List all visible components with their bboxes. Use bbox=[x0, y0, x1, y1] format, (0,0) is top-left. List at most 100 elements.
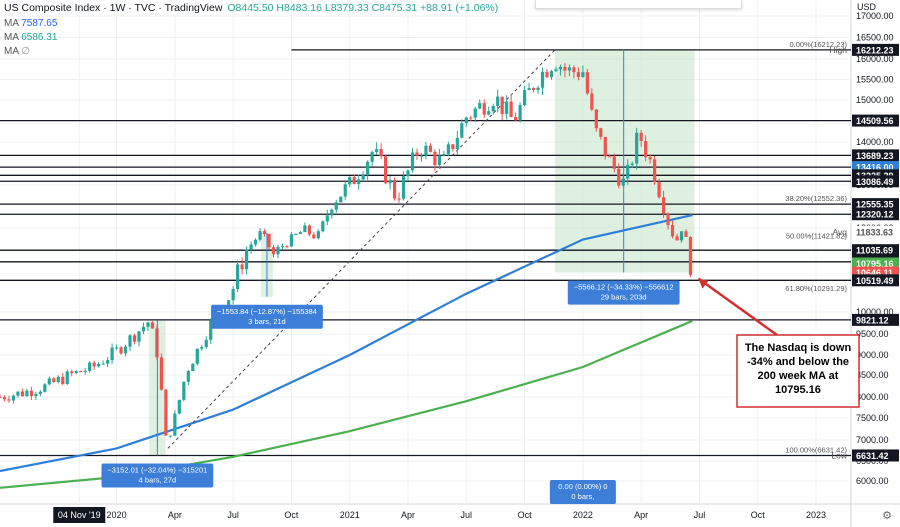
measure-box-line1: 0.00 (0.00%) 0 bbox=[558, 482, 607, 491]
candle-body bbox=[661, 197, 666, 214]
candle-body bbox=[370, 152, 374, 162]
ma-legend-1[interactable]: MA 7587.65 bbox=[4, 18, 57, 29]
candle bbox=[262, 228, 267, 237]
fib-label: 100.00%(6631.42) bbox=[785, 445, 847, 454]
candle bbox=[11, 394, 16, 404]
candle-body bbox=[110, 347, 114, 361]
top-panel-edge bbox=[535, 0, 742, 9]
time-tick-label: Apr bbox=[168, 510, 182, 520]
grid-lines bbox=[0, 0, 851, 504]
candle bbox=[43, 383, 47, 393]
candle-body bbox=[65, 371, 69, 384]
candle bbox=[419, 152, 424, 162]
annotation-arrow-line bbox=[697, 277, 778, 337]
candle-body bbox=[406, 170, 410, 177]
candle bbox=[101, 360, 105, 365]
candle bbox=[455, 130, 459, 155]
candle-body bbox=[558, 66, 563, 70]
price-axis-label-bg bbox=[852, 313, 899, 326]
candle bbox=[594, 108, 598, 132]
candle-body bbox=[540, 71, 545, 88]
candle bbox=[460, 119, 464, 139]
candle bbox=[106, 356, 110, 368]
candle-body bbox=[361, 174, 365, 180]
price-axis-tag: High bbox=[830, 45, 848, 55]
measure-box-bg bbox=[549, 480, 616, 504]
candle-body bbox=[271, 247, 276, 255]
candle bbox=[307, 224, 311, 237]
candle-body bbox=[137, 331, 141, 342]
time-cursor-label: 04 Nov '19 bbox=[58, 510, 101, 520]
candle-body bbox=[630, 163, 634, 165]
candle-body bbox=[146, 322, 150, 327]
annotation-text-line: 200 week MA at bbox=[758, 370, 839, 382]
candle bbox=[361, 171, 365, 182]
candle bbox=[249, 241, 253, 254]
ma-legend-3[interactable]: MA ∅ bbox=[4, 46, 30, 57]
measure-box-line1: −3152.01 (−32.04%) −315201 bbox=[107, 465, 207, 474]
ohlc-readout: O8445.50 H8483.16 L8379.33 C8475.31 +88.… bbox=[227, 2, 499, 14]
candle-body bbox=[11, 395, 16, 401]
candle bbox=[383, 154, 388, 185]
candle-body bbox=[487, 111, 491, 115]
candle-body bbox=[424, 145, 428, 156]
ma-label: MA bbox=[4, 46, 19, 57]
candle bbox=[500, 96, 504, 121]
candle-body bbox=[101, 363, 105, 365]
candle bbox=[240, 257, 244, 275]
candle-body bbox=[567, 67, 572, 71]
candle-body bbox=[500, 96, 504, 114]
candle bbox=[388, 175, 392, 190]
candle-body bbox=[688, 236, 693, 275]
symbol-title[interactable]: US Composite Index · 1W · TVC · TradingV… bbox=[4, 2, 223, 14]
candle bbox=[191, 363, 195, 371]
ma-value: 7587.65 bbox=[21, 18, 58, 29]
candle-body bbox=[312, 234, 316, 239]
candle-body bbox=[29, 390, 33, 397]
price-axis-label: 12555.35 bbox=[856, 200, 894, 210]
candle bbox=[92, 360, 96, 370]
candle-body bbox=[280, 246, 285, 248]
candle bbox=[271, 245, 276, 258]
candle bbox=[424, 141, 428, 160]
candle bbox=[599, 127, 603, 140]
candle bbox=[38, 390, 42, 397]
candle bbox=[370, 150, 374, 167]
candle bbox=[626, 159, 630, 185]
candle bbox=[666, 212, 670, 230]
settings-gear-icon[interactable]: ⚙ bbox=[882, 510, 892, 522]
candle-body bbox=[392, 179, 397, 199]
ma-label: MA bbox=[4, 32, 19, 43]
time-tick-label: Oct bbox=[518, 510, 533, 520]
candle bbox=[16, 391, 20, 398]
candle bbox=[549, 69, 554, 80]
price-axis-label: 10795.16 bbox=[856, 259, 894, 269]
candle-body bbox=[455, 137, 459, 150]
candle bbox=[585, 68, 589, 96]
time-tick-label: 2020 bbox=[107, 510, 127, 520]
candle-body bbox=[531, 88, 536, 91]
candle bbox=[451, 143, 455, 152]
candle bbox=[150, 321, 155, 329]
candle-body bbox=[536, 87, 540, 91]
candle-body bbox=[401, 176, 406, 199]
candle bbox=[679, 231, 684, 243]
price-tick-label: 7500.00 bbox=[856, 413, 889, 423]
candle-body bbox=[684, 231, 688, 237]
candle bbox=[74, 370, 78, 375]
candle-body bbox=[289, 234, 294, 247]
candle-body bbox=[204, 339, 208, 348]
candle-body bbox=[451, 144, 455, 150]
fib-label: 50.00%(11421.82) bbox=[786, 231, 848, 240]
candle-body bbox=[505, 101, 509, 114]
candle-body bbox=[38, 391, 42, 394]
ma-legend-2[interactable]: MA 6586.31 bbox=[4, 32, 57, 43]
time-tick-label: 2022 bbox=[573, 510, 593, 520]
price-axis-label-bg bbox=[852, 175, 899, 188]
candle bbox=[469, 115, 473, 122]
candle bbox=[325, 209, 329, 225]
candle bbox=[397, 192, 401, 203]
candle bbox=[141, 322, 146, 335]
candle-body bbox=[245, 249, 249, 270]
